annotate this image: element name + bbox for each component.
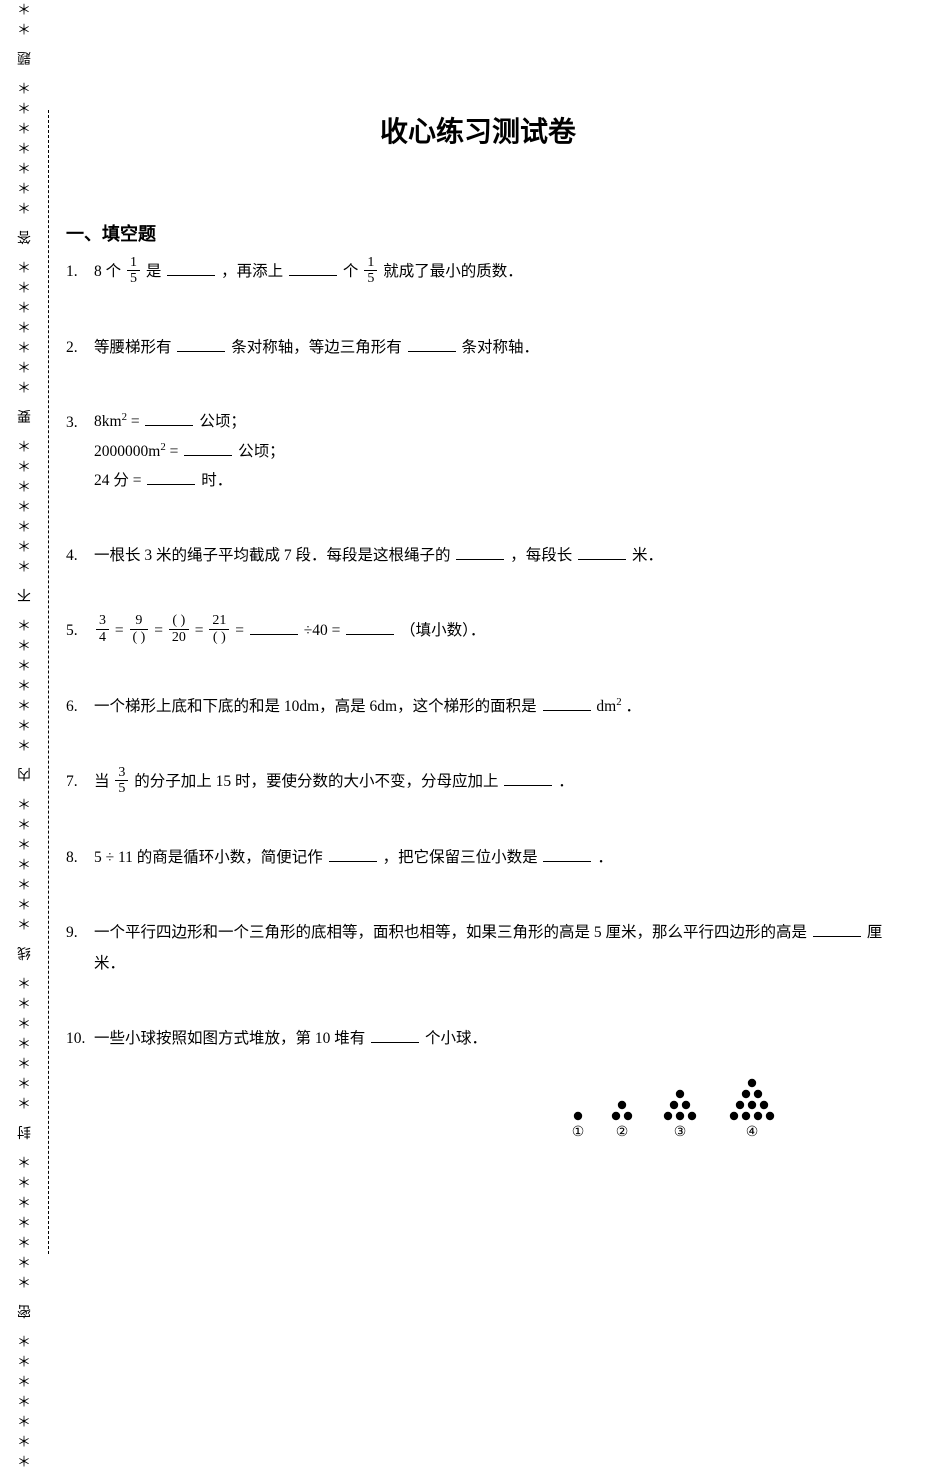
question-number: 9. xyxy=(66,917,94,948)
question-5: 5. 34 = 9( ) = ( )20 = 21( ) = ÷40 = （填小… xyxy=(66,615,890,647)
svg-text:③: ③ xyxy=(674,1125,687,1140)
page-title: 收心练习测试卷 xyxy=(66,110,890,150)
question-3: 3. 8km2 = 公顷； 2000000m2 = 公顷； 24 分 = 时． xyxy=(66,407,890,495)
blank xyxy=(177,337,225,353)
question-4: 4. 一根长 3 米的绳子平均截成 7 段．每段是这根绳子的 ，每段长 米． xyxy=(66,540,890,571)
blank xyxy=(289,261,337,277)
question-body: 一个平行四边形和一个三角形的底相等，面积也相等，如果三角形的高是 5 厘米，那么… xyxy=(94,917,890,979)
blank xyxy=(578,544,626,560)
page-content: 收心练习测试卷 一、填空题 1. 8 个 15 是 ，再添上 个 15 就成了最… xyxy=(66,110,890,1153)
question-number: 3. xyxy=(66,407,94,438)
question-body: 当 35 的分子加上 15 时，要使分数的大小不变，分母应加上 ． xyxy=(94,766,890,798)
blank xyxy=(371,1028,419,1044)
fraction: 9( ) xyxy=(130,613,149,645)
binding-divider xyxy=(48,110,49,1254)
svg-text:②: ② xyxy=(616,1125,629,1140)
question-10: 10. 一些小球按照如图方式堆放，第 10 堆有 个小球． ①②③④ xyxy=(66,1023,890,1153)
sidebar-seal-text: ＊＊＊＊＊＊＊ 密 ＊＊＊＊＊＊＊ 封 ＊＊＊＊＊＊＊ 线 ＊＊＊＊＊＊＊ 内 … xyxy=(16,0,36,1468)
question-body: 一根长 3 米的绳子平均截成 7 段．每段是这根绳子的 ，每段长 米． xyxy=(94,540,890,571)
binding-sidebar: ＊＊＊＊＊＊＊ 密 ＊＊＊＊＊＊＊ 封 ＊＊＊＊＊＊＊ 线 ＊＊＊＊＊＊＊ 内 … xyxy=(18,110,34,1254)
question-2: 2. 等腰梯形有 条对称轴，等边三角形有 条对称轴． xyxy=(66,332,890,363)
blank xyxy=(813,922,861,938)
blank xyxy=(250,619,298,635)
question-6: 6. 一个梯形上底和下底的和是 10dm，高是 6dm，这个梯形的面积是 dm2… xyxy=(66,691,890,722)
question-number: 5. xyxy=(66,615,94,646)
fraction: 15 xyxy=(364,255,377,287)
question-number: 1. xyxy=(66,256,94,287)
blank xyxy=(147,470,195,486)
svg-text:①: ① xyxy=(572,1125,585,1140)
question-number: 7. xyxy=(66,766,94,797)
question-7: 7. 当 35 的分子加上 15 时，要使分数的大小不变，分母应加上 ． xyxy=(66,766,890,798)
question-body: 8km2 = 公顷； 2000000m2 = 公顷； 24 分 = 时． xyxy=(94,407,890,495)
question-number: 6. xyxy=(66,691,94,722)
question-body: 5 ÷ 11 的商是循环小数，简便记作 ，把它保留三位小数是 ． xyxy=(94,842,890,873)
fraction: 15 xyxy=(127,255,140,287)
question-body: 一些小球按照如图方式堆放，第 10 堆有 个小球． ①②③④ xyxy=(94,1023,890,1153)
fraction: 35 xyxy=(115,765,128,797)
svg-text:④: ④ xyxy=(746,1125,759,1140)
blank xyxy=(504,770,552,786)
question-8: 8. 5 ÷ 11 的商是循环小数，简便记作 ，把它保留三位小数是 ． xyxy=(66,842,890,873)
fraction: 21( ) xyxy=(209,613,229,645)
blank xyxy=(456,544,504,560)
blank xyxy=(145,411,193,427)
question-number: 8. xyxy=(66,842,94,873)
ball-piles-figure: ① ② ③ ④ xyxy=(94,1060,890,1153)
blank xyxy=(329,847,377,863)
fraction: 34 xyxy=(96,613,109,645)
question-body: 一个梯形上底和下底的和是 10dm，高是 6dm，这个梯形的面积是 dm2 ． xyxy=(94,691,890,722)
blank xyxy=(184,440,232,456)
question-body: 等腰梯形有 条对称轴，等边三角形有 条对称轴． xyxy=(94,332,890,363)
question-number: 2. xyxy=(66,332,94,363)
question-number: 10. xyxy=(66,1023,94,1054)
section-header-1: 一、填空题 xyxy=(66,220,890,246)
question-number: 4. xyxy=(66,540,94,571)
blank xyxy=(543,847,591,863)
question-body: 34 = 9( ) = ( )20 = 21( ) = ÷40 = （填小数）． xyxy=(94,615,890,647)
blank xyxy=(346,619,394,635)
piles-diagram: ① ② ③ ④ xyxy=(560,1060,800,1142)
fraction: ( )20 xyxy=(169,613,189,645)
question-body: 8 个 15 是 ，再添上 个 15 就成了最小的质数． xyxy=(94,256,890,288)
blank xyxy=(543,695,591,711)
blank xyxy=(167,261,215,277)
question-1: 1. 8 个 15 是 ，再添上 个 15 就成了最小的质数． xyxy=(66,256,890,288)
question-9: 9. 一个平行四边形和一个三角形的底相等，面积也相等，如果三角形的高是 5 厘米… xyxy=(66,917,890,979)
blank xyxy=(408,337,456,353)
